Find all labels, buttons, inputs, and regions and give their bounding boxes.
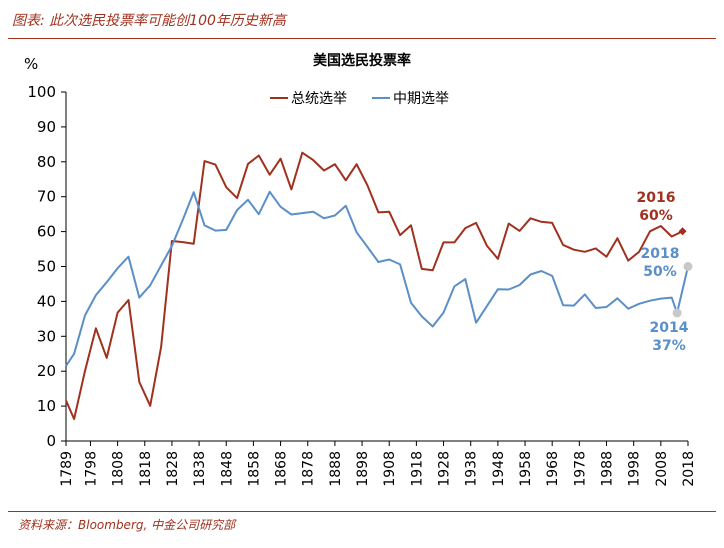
y-tick-label: 20 [37, 362, 56, 380]
legend: 总统选举 中期选举 [270, 91, 449, 107]
x-tick-label: 1918 [409, 451, 425, 487]
marker-2014 [672, 308, 682, 318]
y-tick-label: 40 [37, 292, 56, 310]
x-tick-label: 1808 [111, 451, 127, 487]
annotation-2016-year: 2016 [637, 190, 676, 206]
y-unit-label: % [24, 55, 38, 73]
annotation-2016-value: 60% [639, 208, 673, 224]
source-note: 资料来源：Bloomberg, 中金公司研究部 [18, 518, 236, 532]
x-tick-label: 1798 [83, 451, 99, 487]
x-tick-label: 1789 [59, 451, 75, 487]
x-tick-label: 1978 [572, 451, 588, 487]
header-rule [8, 38, 716, 39]
chart-title: 美国选民投票率 [313, 52, 411, 69]
y-tick-label: 100 [27, 83, 56, 101]
x-tick-label: 1948 [491, 451, 507, 487]
x-tick-label: 1968 [545, 451, 561, 487]
y-tick-label: 0 [46, 432, 56, 450]
y-tick-label: 90 [37, 118, 56, 136]
annotation-2014-year: 2014 [650, 320, 689, 336]
y-tick-label: 60 [37, 223, 56, 241]
y-tick-label: 70 [37, 188, 56, 206]
x-tick-label: 2008 [654, 451, 670, 487]
x-tick-label: 1818 [138, 451, 154, 487]
marker-2016 [678, 227, 687, 236]
x-tick-label: 1888 [328, 451, 344, 487]
annotations: 2016 60% 2018 50% 2014 37% [637, 190, 693, 354]
annotation-2014-value: 37% [652, 338, 686, 354]
series-lines [65, 151, 689, 420]
x-tick-label: 1858 [246, 451, 262, 487]
y-tick-label: 50 [37, 258, 56, 276]
x-tick-label: 2018 [681, 451, 697, 487]
x-tick-label: 1838 [192, 451, 208, 487]
x-tick-label: 1908 [382, 451, 398, 487]
annotation-2018-year: 2018 [641, 246, 680, 262]
series-line-presidential [65, 151, 684, 420]
marker-2018 [683, 262, 693, 271]
x-tick-label: 1878 [301, 451, 317, 487]
x-tick-label: 1958 [518, 451, 534, 487]
x-tick-label: 1928 [437, 451, 453, 487]
turnout-chart: % 美国选民投票率 总统选举 中期选举 0 10 20 30 40 50 60 70 80 90 1… [24, 52, 697, 487]
axes: 0 10 20 30 40 50 60 70 80 90 100 1789 1798 1808 1818 18… [27, 83, 697, 487]
x-tick-label: 1868 [274, 451, 290, 487]
annotation-2018-value: 50% [643, 264, 677, 280]
legend-label-midterm: 中期选举 [393, 91, 449, 107]
y-tick-label: 10 [37, 397, 56, 415]
x-tick-label: 1998 [627, 451, 643, 487]
x-tick-label: 1848 [219, 451, 235, 487]
x-tick-label: 1938 [464, 451, 480, 487]
x-tick-label: 1898 [355, 451, 371, 487]
figure-title: 图表: 此次选民投票率可能创100年历史新高 [12, 13, 286, 29]
footer-rule [8, 511, 716, 512]
y-tick-label: 80 [37, 153, 56, 171]
y-tick-label: 30 [37, 327, 56, 345]
legend-label-presidential: 总统选举 [291, 91, 347, 107]
x-tick-label: 1828 [165, 451, 181, 487]
x-tick-label: 1988 [600, 451, 616, 487]
series-line-midterm [65, 190, 689, 367]
